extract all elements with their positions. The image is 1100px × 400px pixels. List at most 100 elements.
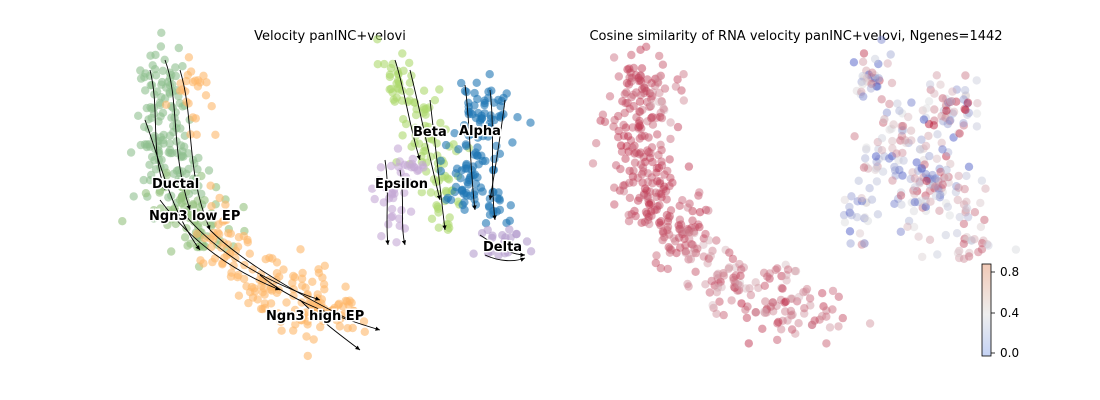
cell-point bbox=[192, 130, 201, 139]
similarity-point bbox=[959, 239, 968, 248]
similarity-point bbox=[684, 282, 693, 291]
similarity-point bbox=[665, 212, 674, 221]
similarity-point bbox=[663, 166, 672, 176]
cell-point bbox=[419, 108, 428, 117]
similarity-point bbox=[704, 206, 713, 215]
similarity-point bbox=[659, 104, 668, 113]
similarity-point bbox=[928, 170, 937, 180]
similarity-point bbox=[941, 199, 951, 208]
similarity-point bbox=[659, 185, 668, 194]
similarity-point bbox=[635, 121, 645, 130]
cell-point bbox=[177, 193, 186, 203]
velocity-streamline bbox=[149, 69, 166, 191]
velocity-arrowhead bbox=[416, 155, 421, 160]
similarity-point bbox=[647, 100, 656, 110]
cell-point bbox=[318, 273, 327, 282]
cell-point bbox=[462, 159, 471, 169]
similarity-point bbox=[895, 165, 904, 175]
similarity-point bbox=[894, 156, 903, 165]
cell-point bbox=[182, 76, 191, 86]
similarity-point bbox=[913, 197, 923, 207]
cell-point bbox=[522, 237, 532, 246]
similarity-point bbox=[977, 245, 987, 254]
velocity-arrowhead bbox=[275, 286, 280, 291]
velocity-streamline bbox=[144, 119, 201, 251]
similarity-point bbox=[946, 116, 955, 125]
cell-point bbox=[201, 91, 211, 100]
similarity-point bbox=[783, 265, 793, 274]
similarity-point bbox=[725, 248, 734, 257]
similarity-point bbox=[656, 112, 665, 122]
similarity-point bbox=[800, 304, 809, 313]
similarity-point bbox=[623, 132, 633, 141]
similarity-point bbox=[762, 305, 771, 314]
similarity-point bbox=[925, 80, 935, 89]
similarity-point bbox=[646, 94, 656, 104]
similarity-point bbox=[676, 220, 686, 229]
similarity-point bbox=[941, 113, 950, 122]
cell-point bbox=[373, 59, 382, 69]
similarity-point bbox=[858, 80, 867, 89]
cell-point bbox=[266, 299, 276, 308]
cell-point bbox=[445, 223, 454, 233]
cell-point bbox=[475, 118, 485, 128]
similarity-point bbox=[716, 277, 725, 286]
similarity-point bbox=[635, 97, 645, 106]
similarity-point bbox=[850, 132, 859, 141]
cell-point bbox=[456, 174, 465, 183]
similarity-point bbox=[691, 267, 700, 276]
similarity-point bbox=[873, 137, 882, 147]
similarity-point bbox=[980, 215, 989, 225]
similarity-point bbox=[807, 320, 817, 330]
similarity-point bbox=[736, 271, 745, 280]
similarity-point bbox=[699, 240, 708, 249]
similarity-point bbox=[859, 73, 869, 82]
similarity-point bbox=[865, 319, 875, 328]
cell-point bbox=[184, 53, 194, 62]
similarity-point bbox=[643, 194, 653, 203]
cell-point bbox=[460, 198, 469, 207]
cell-point bbox=[149, 109, 159, 119]
cell-point bbox=[496, 102, 505, 111]
cell-point bbox=[141, 86, 150, 95]
similarity-point bbox=[918, 203, 927, 212]
similarity-point bbox=[891, 171, 900, 180]
cell-point bbox=[426, 152, 435, 161]
similarity-point bbox=[725, 263, 734, 272]
similarity-point bbox=[913, 166, 923, 175]
similarity-point bbox=[685, 228, 694, 237]
cell-point bbox=[282, 298, 291, 307]
similarity-point bbox=[622, 78, 632, 88]
similarity-point bbox=[794, 292, 804, 302]
similarity-point bbox=[854, 176, 863, 185]
similarity-point bbox=[677, 86, 686, 95]
similarity-point bbox=[758, 324, 767, 333]
cell-point bbox=[319, 280, 329, 289]
similarity-point bbox=[678, 230, 687, 239]
similarity-point bbox=[960, 86, 970, 95]
similarity-point bbox=[660, 84, 670, 93]
similarity-point bbox=[627, 210, 636, 219]
cell-point bbox=[148, 61, 157, 70]
similarity-point bbox=[655, 218, 664, 227]
similarity-point bbox=[861, 162, 870, 171]
similarity-point bbox=[729, 275, 738, 285]
cell-point bbox=[386, 63, 396, 73]
similarity-point bbox=[874, 145, 883, 154]
similarity-point bbox=[734, 286, 744, 295]
cell-point bbox=[160, 55, 169, 64]
similarity-point bbox=[899, 126, 908, 135]
similarity-point bbox=[941, 94, 951, 104]
velocity-streamline bbox=[394, 59, 421, 161]
cell-point bbox=[407, 163, 416, 172]
similarity-point bbox=[647, 207, 656, 216]
similarity-point bbox=[888, 144, 897, 153]
cell-point bbox=[186, 67, 196, 76]
similarity-point bbox=[778, 316, 787, 325]
cell-point bbox=[129, 192, 138, 201]
similarity-point bbox=[654, 97, 664, 107]
similarity-point bbox=[645, 200, 654, 209]
similarity-point bbox=[637, 124, 646, 133]
similarity-point bbox=[978, 239, 987, 248]
similarity-point bbox=[936, 80, 945, 89]
